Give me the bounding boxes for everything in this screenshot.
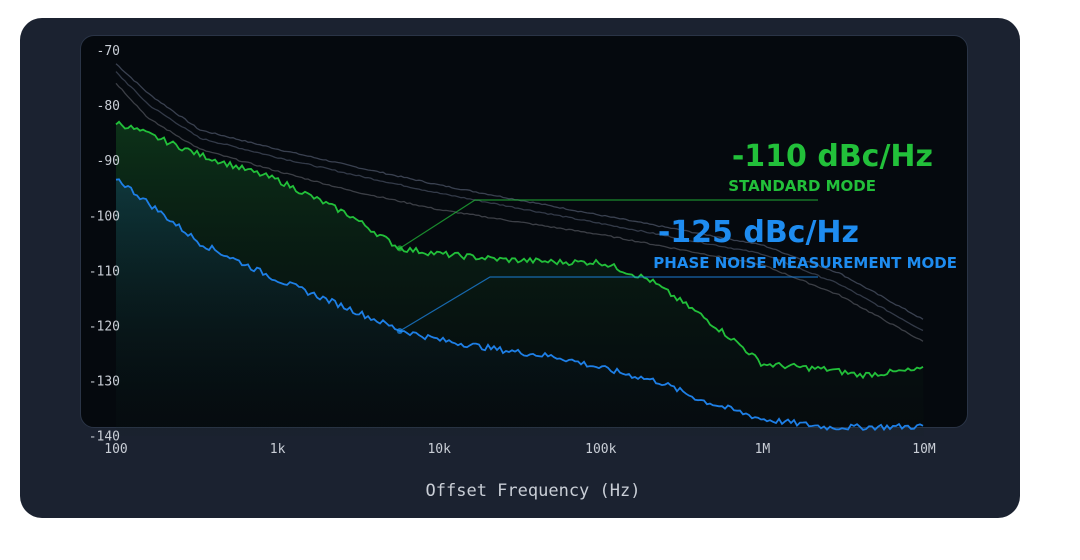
annotation-leader-0: [399, 199, 818, 249]
x-tick-label: 100k: [585, 442, 616, 457]
series-line-1: [115, 71, 924, 332]
annotation-label-0: STANDARD MODE: [728, 177, 876, 195]
x-axis-label: Offset Frequency (Hz): [426, 481, 641, 501]
x-tick-label: 10k: [427, 442, 451, 457]
y-tick-label: -80: [97, 99, 120, 114]
series-line-3: [115, 120, 924, 380]
y-tick-label: -110: [89, 264, 120, 279]
x-tick-label: 1M: [755, 442, 771, 457]
series-fill-4: [116, 179, 924, 436]
series-line-2: [115, 82, 924, 342]
y-tick-label: -90: [97, 154, 120, 169]
x-tick-label: 1k: [270, 442, 286, 457]
annotation-point-1: [396, 328, 403, 335]
x-tick-label: 10M: [912, 442, 936, 457]
series-line-4: [115, 178, 924, 432]
annotation-point-0: [396, 245, 403, 252]
x-tick-label: 100: [104, 442, 127, 457]
y-tick-label: -120: [89, 320, 120, 335]
y-tick-label: -140: [89, 430, 120, 445]
annotation-label-1: PHASE NOISE MEASUREMENT MODE: [653, 254, 957, 272]
annotation-leader-1: [399, 276, 818, 332]
y-tick-label: -100: [89, 209, 120, 224]
y-tick-label: -130: [89, 375, 120, 390]
y-tick-label: -70: [97, 44, 120, 59]
annotation-value-1: -125 dBc/Hz: [658, 215, 859, 250]
annotation-value-0: -110 dBc/Hz: [732, 139, 933, 174]
